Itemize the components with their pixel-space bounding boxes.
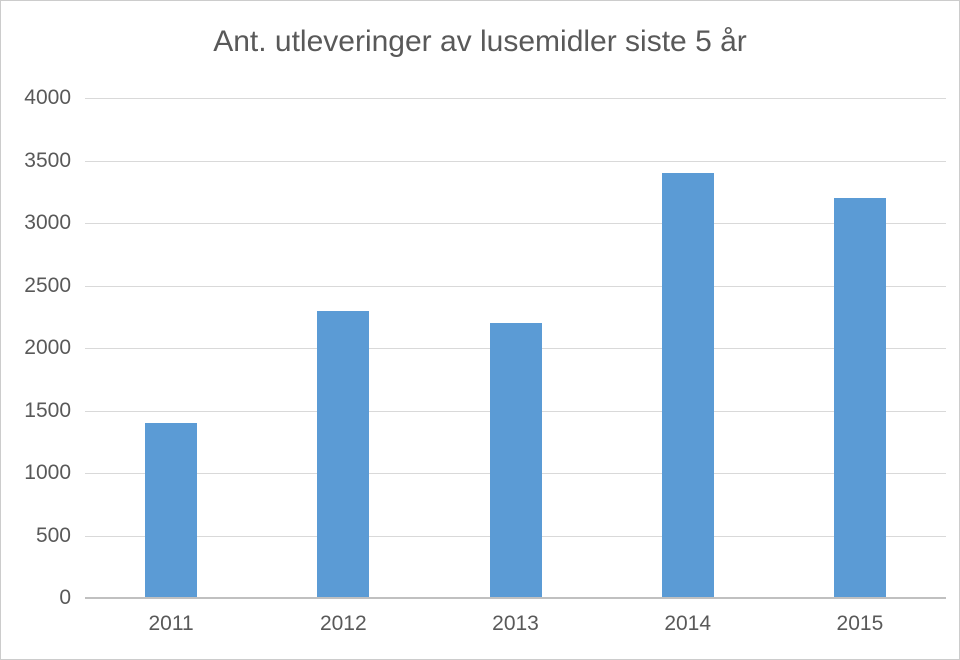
y-tick-label-2500: 2500	[24, 273, 71, 297]
y-tick-label-3500: 3500	[24, 148, 71, 172]
y-tick-label-2000: 2000	[24, 336, 71, 359]
x-tick-label-2015: 2015	[836, 612, 884, 635]
y-tick-label-500: 500	[35, 523, 71, 547]
bar-2012	[317, 310, 370, 597]
y-tick-label-0: 0	[59, 586, 71, 609]
y-tick-label-1000: 1000	[24, 461, 71, 484]
bar-2014	[661, 173, 714, 597]
x-axis-line	[85, 597, 946, 599]
bar-2013	[489, 323, 542, 597]
y-tick-label-3000: 3000	[24, 211, 71, 234]
bar-2011	[145, 423, 198, 597]
y-tick-label-4000: 4000	[24, 86, 71, 109]
x-tick-label-2012: 2012	[319, 612, 367, 635]
x-tick-label-2014: 2014	[664, 612, 712, 635]
bar-2015	[833, 198, 886, 597]
x-tick-label-2013: 2013	[492, 612, 539, 635]
chart-title: Ant. utleveringer av lusemidler siste 5 …	[213, 25, 747, 58]
y-tick-label-1500: 1500	[24, 398, 71, 422]
x-tick-label-2011: 2011	[148, 612, 194, 635]
gridline-4000	[85, 98, 946, 99]
gridline-3500	[85, 160, 946, 162]
gridline-3000	[85, 223, 946, 224]
gridline-2500	[85, 285, 946, 287]
